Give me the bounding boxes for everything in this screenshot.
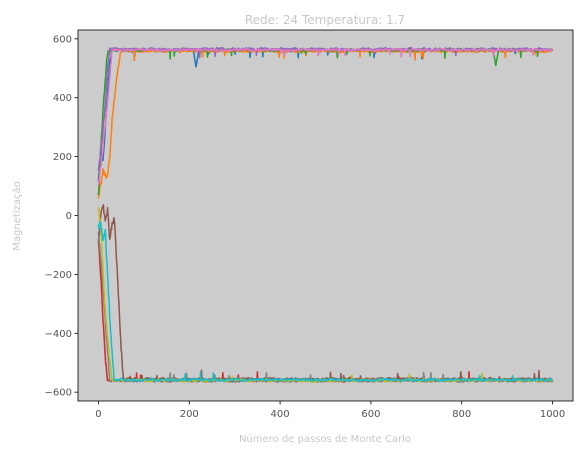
x-tick-label: 800 xyxy=(452,409,471,420)
series-line-7 xyxy=(97,47,553,186)
y-axis-label: Magnetização xyxy=(12,181,23,250)
x-axis: 0 200 400 600 800 1000 xyxy=(95,401,565,420)
y-tick-label: 600 xyxy=(53,34,72,45)
x-tick-label: 400 xyxy=(271,409,290,420)
x-axis-label: Número de passos de Monte Carlo xyxy=(239,433,411,445)
x-tick-label: 1000 xyxy=(540,409,565,420)
y-tick-label: 400 xyxy=(53,93,72,104)
series-lines xyxy=(97,46,554,384)
series-line-10 xyxy=(97,221,554,383)
x-tick-label: 0 xyxy=(95,409,101,420)
x-tick-label: 600 xyxy=(361,409,380,420)
y-tick-label: 200 xyxy=(53,152,72,163)
y-tick-label: −200 xyxy=(45,270,72,281)
chart-title: Rede: 24 Temperatura: 1.7 xyxy=(245,13,405,27)
y-axis: −600 −400 −200 0 200 400 600 xyxy=(45,34,78,399)
y-tick-label: −600 xyxy=(45,388,72,399)
y-tick-label: −400 xyxy=(45,329,72,340)
x-tick-label: 200 xyxy=(180,409,199,420)
y-tick-label: 0 xyxy=(66,211,72,222)
plot-area xyxy=(78,30,573,401)
